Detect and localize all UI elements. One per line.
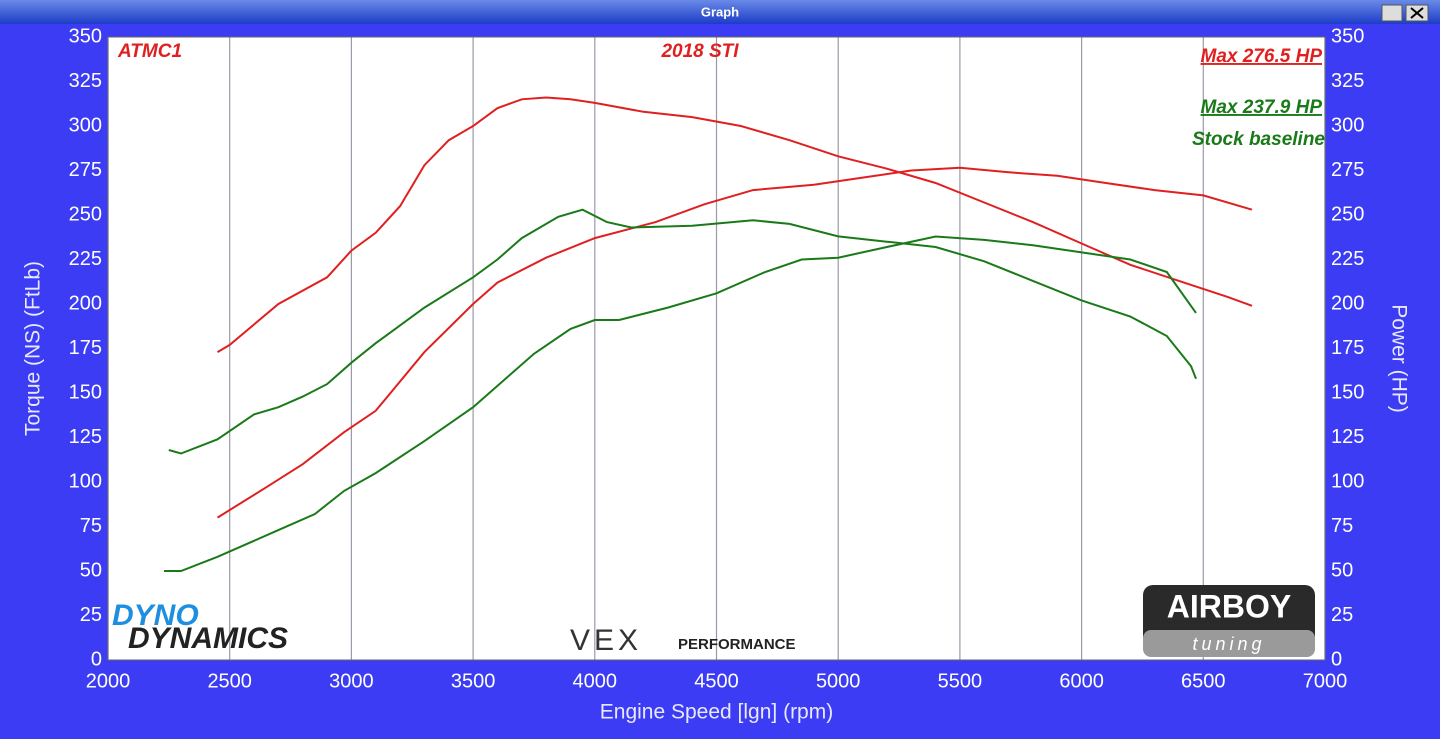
x-axis-label: Engine Speed [lgn] (rpm) (600, 701, 833, 724)
x-tick-label: 2500 (207, 670, 252, 692)
data-line (164, 235, 1197, 572)
x-tick-label: 4000 (573, 670, 618, 692)
logo-text: tuning (1192, 634, 1265, 654)
y2-tick-label: 325 (1331, 70, 1364, 92)
logo-text: VEX (570, 624, 642, 657)
y2-tick-label: 125 (1331, 426, 1364, 448)
x-tick-label: 5000 (816, 670, 861, 692)
plot-border (107, 36, 1326, 661)
y-tick-label: 225 (69, 248, 102, 270)
y2-tick-label: 250 (1331, 203, 1364, 225)
y-tick-label: 50 (80, 559, 102, 581)
y-tick-label: 275 (69, 159, 102, 181)
logo-text: AIRBOY (1167, 588, 1291, 624)
x-tick-label: 5500 (938, 670, 983, 692)
logo-bg (1143, 630, 1315, 657)
y2-tick-label: 100 (1331, 470, 1364, 492)
y2-tick-label: 75 (1331, 515, 1353, 537)
data-line (216, 166, 1253, 519)
y2-tick-label: 350 (1331, 25, 1364, 47)
y2-tick-label: 300 (1331, 114, 1364, 136)
logo-text: DYNO (112, 599, 199, 632)
data-line (216, 96, 1253, 353)
y-tick-label: 250 (69, 203, 102, 225)
y2-tick-label: 175 (1331, 337, 1364, 359)
x-tick-label: 6500 (1181, 670, 1226, 692)
x-tick-label: 4500 (694, 670, 739, 692)
x-tick-label: 3500 (451, 670, 496, 692)
annotation: ATMC1 (117, 41, 182, 62)
y2-tick-label: 200 (1331, 292, 1364, 314)
restore-button[interactable] (1381, 4, 1403, 22)
annotation: Stock baseline (1192, 129, 1325, 150)
title-bar (0, 0, 1440, 24)
y-tick-label: 175 (69, 337, 102, 359)
y-axis-label: Torque (NS) (FtLb) (22, 261, 45, 436)
window-title: Graph (701, 4, 739, 19)
annotation: Max 276.5 HP (1201, 46, 1323, 67)
y2-tick-label: 50 (1331, 559, 1353, 581)
y-tick-label: 150 (69, 381, 102, 403)
logo-vex: VEX PERFORMANCE (570, 624, 796, 657)
annotation: Max 237.9 HP (1201, 97, 1323, 118)
x-tick-label: 6000 (1059, 670, 1104, 692)
x-tick-label: 7000 (1303, 670, 1348, 692)
y-tick-label: 300 (69, 114, 102, 136)
close-icon (1410, 7, 1424, 19)
y-tick-label: 25 (80, 604, 102, 626)
annotation: 2018 STI (660, 41, 739, 62)
logo-text: DYNAMICS (128, 622, 288, 655)
y-tick-label: 325 (69, 70, 102, 92)
y-tick-label: 200 (69, 292, 102, 314)
y2-axis-label: Power (HP) (1387, 304, 1410, 413)
y-tick-label: 350 (69, 25, 102, 47)
x-tick-label: 3000 (329, 670, 374, 692)
y2-tick-label: 0 (1331, 648, 1342, 670)
y2-tick-label: 25 (1331, 604, 1353, 626)
y-tick-label: 125 (69, 426, 102, 448)
x-tick-label: 2000 (86, 670, 131, 692)
logo-airboy: AIRBOY tuning (1143, 585, 1315, 657)
logo-text: PERFORMANCE (678, 636, 796, 653)
y2-tick-label: 150 (1331, 381, 1364, 403)
y2-tick-label: 225 (1331, 248, 1364, 270)
y-tick-label: 0 (91, 648, 102, 670)
logo-dyno: DYNO DYNAMICS (112, 599, 288, 655)
y-tick-label: 75 (80, 515, 102, 537)
y2-tick-label: 275 (1331, 159, 1364, 181)
data-line (168, 208, 1197, 455)
y-tick-label: 100 (69, 470, 102, 492)
